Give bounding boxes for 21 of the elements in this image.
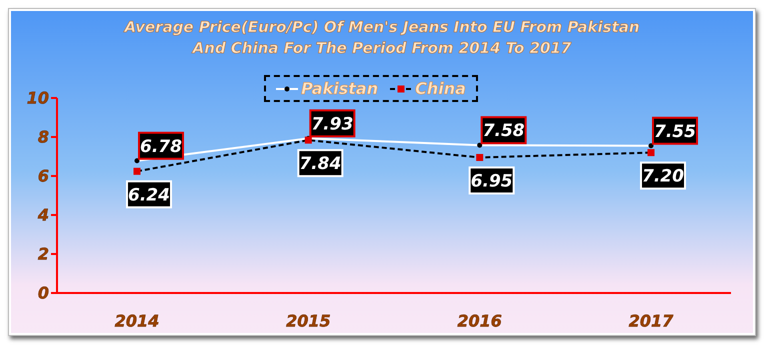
legend-label: Pakistan — [301, 79, 378, 98]
y-tick-label: 8 — [38, 128, 49, 147]
x-tick-label: 2017 — [628, 311, 674, 330]
y-tick-label: 2 — [38, 244, 49, 264]
data-label: 6.78 — [140, 136, 182, 157]
x-tick-label: 2016 — [457, 311, 502, 330]
x-tick-label: 2014 — [114, 311, 160, 330]
data-label: 7.84 — [299, 154, 342, 174]
data-label: 6.24 — [128, 185, 170, 206]
legend-label: China — [415, 79, 466, 98]
data-label: 7.58 — [482, 121, 525, 142]
data-label: 7.93 — [311, 114, 354, 134]
y-tick-label: 0 — [38, 284, 49, 303]
y-tick-label: 6 — [38, 166, 49, 186]
y-tick-label: 4 — [36, 206, 49, 225]
data-label: 7.20 — [642, 166, 684, 187]
x-tick-label: 2015 — [286, 311, 331, 330]
chart-title: Average Price(Euro/Pc) Of Men's Jeans Into EU From Pakistan And China For The Period From 2014 To 2017 — [122, 17, 641, 59]
data-label: 6.95 — [470, 171, 513, 192]
data-label: 7.55 — [654, 122, 696, 142]
y-tick-label: 10 — [26, 88, 49, 108]
